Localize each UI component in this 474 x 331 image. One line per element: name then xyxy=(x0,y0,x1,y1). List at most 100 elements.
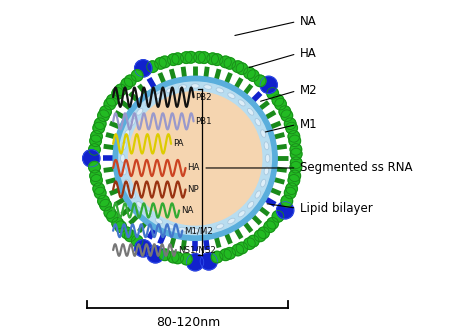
Circle shape xyxy=(291,148,302,160)
Circle shape xyxy=(247,70,259,81)
Circle shape xyxy=(255,75,266,87)
Ellipse shape xyxy=(228,93,235,98)
Text: 80-120nm: 80-120nm xyxy=(156,316,220,329)
Ellipse shape xyxy=(119,82,272,235)
Circle shape xyxy=(94,187,106,199)
Circle shape xyxy=(167,54,179,66)
Ellipse shape xyxy=(120,154,125,162)
Circle shape xyxy=(276,202,294,219)
Ellipse shape xyxy=(179,227,187,232)
Text: PB1: PB1 xyxy=(195,117,212,126)
Circle shape xyxy=(275,98,286,110)
Circle shape xyxy=(100,106,111,118)
Ellipse shape xyxy=(137,202,143,208)
Circle shape xyxy=(107,94,118,106)
Text: NS1/NS2: NS1/NS2 xyxy=(178,246,216,255)
Circle shape xyxy=(264,221,275,232)
Ellipse shape xyxy=(166,224,174,229)
Circle shape xyxy=(172,53,183,65)
Circle shape xyxy=(211,251,223,263)
Circle shape xyxy=(289,170,301,182)
Ellipse shape xyxy=(264,167,269,175)
Text: M1/M2: M1/M2 xyxy=(184,226,213,235)
Circle shape xyxy=(272,211,284,222)
Ellipse shape xyxy=(216,224,224,229)
Circle shape xyxy=(93,122,105,134)
Circle shape xyxy=(236,63,248,74)
Circle shape xyxy=(125,230,136,242)
Ellipse shape xyxy=(264,142,269,150)
Circle shape xyxy=(220,56,231,68)
Circle shape xyxy=(172,252,183,264)
Ellipse shape xyxy=(255,118,261,126)
Circle shape xyxy=(288,131,300,142)
Ellipse shape xyxy=(125,179,130,187)
Text: HA: HA xyxy=(300,47,317,60)
Circle shape xyxy=(93,183,105,194)
Circle shape xyxy=(272,94,284,106)
Circle shape xyxy=(236,242,248,254)
Circle shape xyxy=(284,187,296,199)
Ellipse shape xyxy=(130,191,135,198)
Circle shape xyxy=(89,162,100,173)
Circle shape xyxy=(260,76,277,93)
Ellipse shape xyxy=(265,154,270,162)
Circle shape xyxy=(82,150,100,167)
Ellipse shape xyxy=(238,211,245,217)
Circle shape xyxy=(286,183,297,194)
Circle shape xyxy=(147,246,164,263)
Ellipse shape xyxy=(255,191,261,198)
Ellipse shape xyxy=(155,93,163,98)
Circle shape xyxy=(135,240,152,257)
Circle shape xyxy=(290,162,301,173)
Circle shape xyxy=(211,54,223,66)
Circle shape xyxy=(121,78,133,90)
Circle shape xyxy=(232,61,244,72)
Circle shape xyxy=(288,174,300,186)
Ellipse shape xyxy=(121,167,126,175)
Text: NA: NA xyxy=(300,15,317,28)
Text: Lipid bilayer: Lipid bilayer xyxy=(300,202,373,215)
Ellipse shape xyxy=(204,227,212,232)
Circle shape xyxy=(267,88,278,99)
Ellipse shape xyxy=(128,92,262,225)
Circle shape xyxy=(194,52,205,63)
Ellipse shape xyxy=(137,108,143,115)
Ellipse shape xyxy=(238,100,245,106)
Circle shape xyxy=(200,253,218,270)
Circle shape xyxy=(181,253,192,265)
Circle shape xyxy=(224,58,236,69)
Ellipse shape xyxy=(191,84,199,88)
Ellipse shape xyxy=(155,218,163,224)
Text: M1: M1 xyxy=(300,118,318,131)
Circle shape xyxy=(89,144,100,155)
Circle shape xyxy=(112,88,123,99)
Circle shape xyxy=(279,106,291,118)
Circle shape xyxy=(131,235,143,247)
Circle shape xyxy=(185,52,197,63)
Text: NA: NA xyxy=(181,206,193,215)
Ellipse shape xyxy=(166,88,174,93)
Circle shape xyxy=(107,211,118,222)
Circle shape xyxy=(91,174,102,186)
Circle shape xyxy=(255,230,266,242)
Circle shape xyxy=(159,56,171,68)
Circle shape xyxy=(104,207,116,218)
Ellipse shape xyxy=(145,100,152,106)
Circle shape xyxy=(104,98,116,110)
Text: HA: HA xyxy=(187,164,200,172)
Text: PB2: PB2 xyxy=(195,93,212,102)
Ellipse shape xyxy=(130,118,135,126)
Circle shape xyxy=(281,195,292,207)
Circle shape xyxy=(155,58,166,69)
Circle shape xyxy=(147,61,158,72)
Circle shape xyxy=(167,251,179,263)
Ellipse shape xyxy=(125,130,130,137)
Ellipse shape xyxy=(247,202,254,208)
Ellipse shape xyxy=(261,130,266,137)
Circle shape xyxy=(115,84,127,96)
Circle shape xyxy=(247,235,259,247)
Circle shape xyxy=(244,238,255,250)
Ellipse shape xyxy=(191,228,199,233)
Circle shape xyxy=(131,70,143,81)
